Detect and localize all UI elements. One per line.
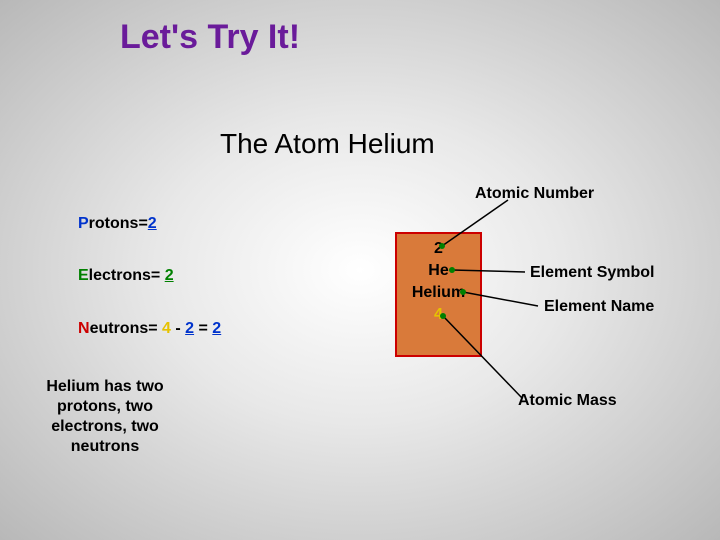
protons-row: Protons=2 xyxy=(78,215,157,233)
protons-value: 2 xyxy=(148,215,157,232)
box-atomic-number: 2 xyxy=(397,240,480,258)
neutrons-mass: 4 xyxy=(162,320,171,337)
summary-text: Helium has two protons, two electrons, t… xyxy=(30,377,180,457)
neutrons-row: Neutrons= 4 - 2 = 2 xyxy=(78,320,221,338)
slide-title: Let's Try It! xyxy=(120,18,300,57)
electrons-row: Electrons= 2 xyxy=(78,267,174,285)
box-mass: 4 xyxy=(397,306,480,324)
element-name-label: Element Name xyxy=(544,298,654,316)
electrons-text: lectrons= xyxy=(89,267,165,284)
element-symbol-label: Element Symbol xyxy=(530,264,654,282)
neutrons-atomic: 2 xyxy=(185,320,194,337)
slide-subtitle: The Atom Helium xyxy=(220,128,435,160)
neutrons-result: 2 xyxy=(212,320,221,337)
element-box: 2 He Helium 4 xyxy=(395,232,482,357)
neutrons-text: eutrons= xyxy=(90,320,162,337)
atomic-mass-label: Atomic Mass xyxy=(518,392,617,410)
atomic-number-label: Atomic Number xyxy=(475,185,594,203)
electrons-first-letter: E xyxy=(78,267,89,284)
neutrons-equals: = xyxy=(194,320,212,337)
box-symbol: He xyxy=(397,262,480,280)
neutrons-first-letter: N xyxy=(78,320,90,337)
electrons-value: 2 xyxy=(165,267,174,284)
box-element-name: Helium xyxy=(397,284,480,302)
protons-first-letter: P xyxy=(78,215,89,232)
neutrons-minus: - xyxy=(171,320,185,337)
protons-text: rotons= xyxy=(89,215,148,232)
